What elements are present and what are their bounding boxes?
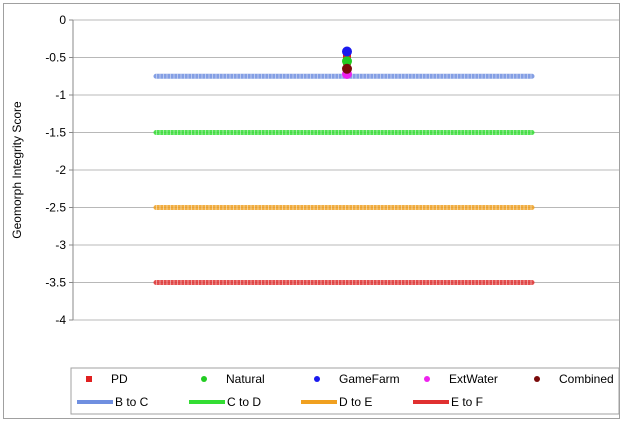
legend-label: B to C [115, 395, 149, 409]
legend: PD Natural GameFarm ExtWater Combined B to C C… [77, 372, 614, 409]
chart-frame: 0 -0.5 -1 -1.5 -2 -2.5 -3 -3.5 -4 Geomorph Integ… [3, 3, 620, 419]
y-tick-label: -3.5 [45, 276, 66, 290]
legend-marker [534, 376, 540, 382]
y-axis-ticks: 0 -0.5 -1 -1.5 -2 -2.5 -3 -3.5 -4 [45, 13, 73, 327]
legend-label: Natural [226, 372, 265, 386]
legend-marker [86, 376, 92, 382]
legend-label: GameFarm [339, 372, 400, 386]
y-tick-label: -0.5 [45, 51, 66, 65]
threshold-series [153, 73, 535, 285]
data-point [342, 46, 352, 57]
data-point [342, 56, 352, 67]
y-tick-label: 0 [59, 13, 66, 27]
legend-label: PD [111, 372, 128, 386]
legend-label: ExtWater [449, 372, 498, 386]
legend-box [70, 367, 620, 415]
point-series [342, 46, 352, 79]
legend-marker [201, 376, 207, 382]
y-tick-label: -2 [55, 163, 66, 177]
legend-label: D to E [339, 395, 372, 409]
legend-label: C to D [227, 395, 261, 409]
chart: 0 -0.5 -1 -1.5 -2 -2.5 -3 -3.5 -4 Geomorph Integ… [10, 13, 620, 415]
y-tick-label: -1 [55, 88, 66, 102]
legend-marker [424, 376, 430, 382]
legend-label: E to F [451, 395, 483, 409]
y-axis-label: Geomorph Integrity Score [10, 101, 24, 239]
y-tick-label: -1.5 [45, 126, 66, 140]
y-tick-label: -4 [55, 313, 66, 327]
legend-label: Combined [559, 372, 614, 386]
y-tick-label: -2.5 [45, 201, 66, 215]
legend-marker [314, 376, 320, 382]
data-point [342, 63, 352, 74]
y-tick-label: -3 [55, 238, 66, 252]
